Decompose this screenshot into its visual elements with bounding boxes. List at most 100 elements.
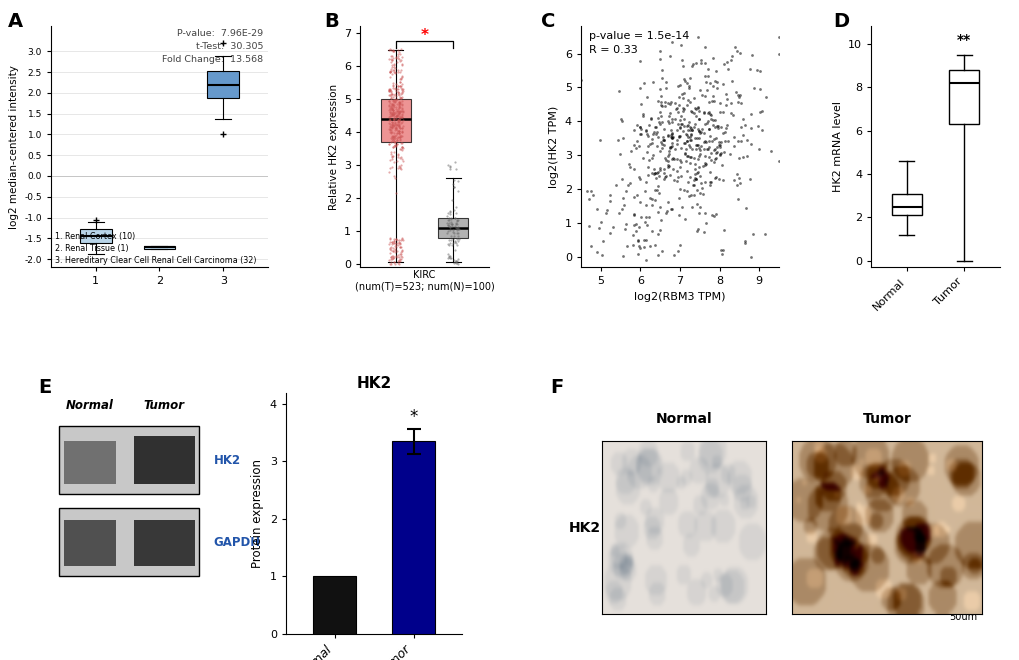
Point	[651, 202, 667, 213]
Point	[394, 106, 411, 116]
Point	[381, 239, 397, 249]
Point	[680, 150, 696, 161]
Point	[691, 149, 707, 160]
Point	[384, 65, 400, 75]
Point	[695, 108, 711, 118]
Point	[751, 107, 767, 117]
Point	[655, 164, 672, 174]
Point	[675, 104, 691, 115]
Point	[449, 222, 466, 232]
Point	[385, 107, 401, 117]
Point	[682, 73, 698, 83]
Point	[387, 141, 404, 151]
Point	[392, 93, 409, 104]
Point	[388, 84, 405, 94]
Point	[389, 152, 406, 162]
Point	[386, 83, 403, 94]
Point	[383, 108, 399, 119]
Point	[649, 207, 665, 217]
Point	[386, 137, 403, 147]
Point	[637, 125, 653, 136]
Point	[728, 46, 744, 57]
Point	[380, 255, 396, 265]
Point	[638, 92, 654, 102]
Point	[618, 186, 634, 197]
Point	[697, 77, 713, 88]
Point	[390, 103, 407, 114]
Point	[676, 88, 692, 98]
Point	[669, 193, 686, 204]
Point	[673, 55, 689, 65]
Point	[393, 79, 410, 90]
Point	[714, 127, 731, 138]
Point	[382, 66, 398, 77]
Point	[683, 106, 699, 117]
Point	[387, 53, 404, 64]
Point	[649, 113, 665, 123]
Point	[389, 235, 406, 246]
Point	[637, 185, 653, 196]
Point	[383, 104, 399, 115]
Point	[382, 133, 398, 143]
Point	[673, 111, 689, 121]
Point	[390, 45, 407, 55]
Point	[385, 78, 401, 88]
Point	[625, 230, 641, 240]
Point	[449, 228, 466, 238]
Point	[691, 106, 707, 116]
Point	[684, 59, 700, 70]
Point	[667, 104, 684, 114]
Point	[389, 106, 406, 116]
Point	[384, 45, 400, 55]
Point	[393, 92, 410, 102]
Point	[637, 177, 653, 187]
Point	[386, 119, 403, 129]
PathPatch shape	[380, 99, 411, 142]
Point	[387, 131, 404, 141]
Point	[385, 114, 401, 124]
Point	[614, 193, 631, 204]
Point	[662, 97, 679, 108]
Point	[656, 101, 673, 112]
Point	[384, 46, 400, 57]
Point	[711, 148, 728, 159]
Point	[381, 115, 397, 125]
Point	[701, 109, 717, 119]
Point	[706, 76, 722, 86]
Point	[671, 131, 687, 142]
Point	[389, 149, 406, 160]
Point	[381, 54, 397, 65]
Point	[678, 100, 694, 110]
Point	[390, 90, 407, 101]
Point	[734, 152, 750, 162]
Point	[646, 240, 662, 250]
Point	[667, 166, 684, 176]
Point	[614, 132, 631, 143]
Point	[393, 83, 410, 94]
Point	[381, 90, 397, 101]
Point	[385, 95, 401, 106]
Point	[389, 126, 406, 137]
Point	[389, 86, 406, 97]
Point	[612, 114, 629, 125]
Point	[390, 88, 407, 98]
Point	[652, 215, 668, 226]
Point	[440, 253, 457, 263]
Point	[391, 162, 408, 172]
Point	[383, 89, 399, 100]
Point	[690, 102, 706, 113]
Point	[651, 46, 667, 56]
Point	[442, 253, 459, 263]
Point	[693, 123, 709, 134]
Point	[714, 58, 731, 69]
Point	[380, 101, 396, 112]
PathPatch shape	[949, 70, 978, 124]
Point	[380, 118, 396, 129]
Point	[386, 173, 403, 183]
Point	[380, 86, 396, 96]
Point	[686, 103, 702, 114]
Point	[387, 233, 404, 244]
Point	[393, 110, 410, 120]
Point	[445, 182, 462, 192]
Point	[448, 222, 465, 233]
